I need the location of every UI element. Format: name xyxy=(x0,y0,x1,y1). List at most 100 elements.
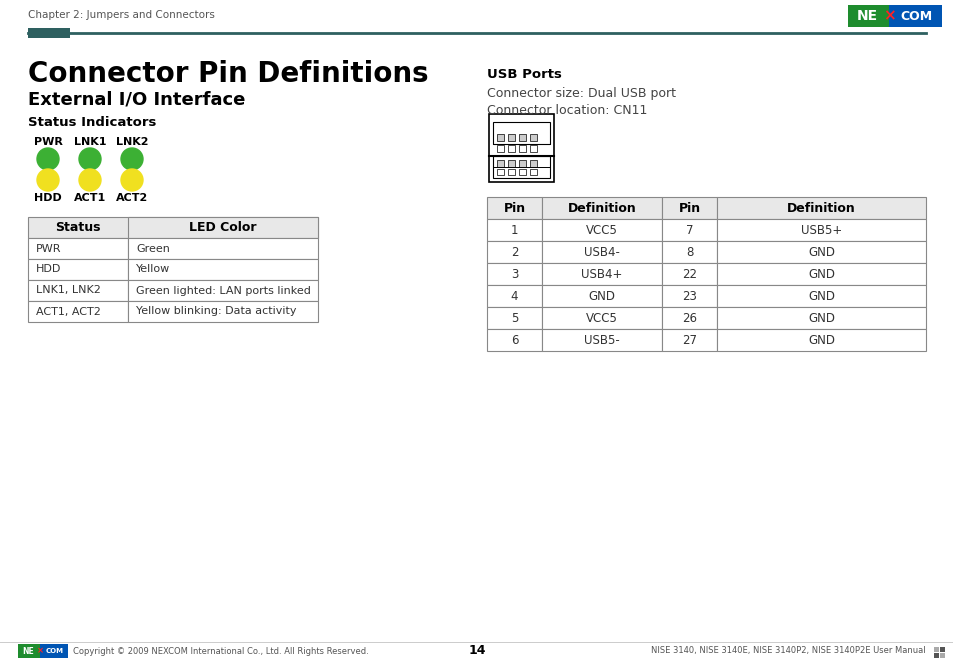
Text: Green lighted: LAN ports linked: Green lighted: LAN ports linked xyxy=(136,286,311,296)
Bar xyxy=(493,122,550,144)
Text: USB5+: USB5+ xyxy=(800,224,841,237)
Bar xyxy=(486,285,541,307)
Bar xyxy=(40,644,68,658)
Text: Chapter 2: Jumpers and Connectors: Chapter 2: Jumpers and Connectors xyxy=(28,10,214,20)
Bar xyxy=(507,145,515,152)
Text: USB5-: USB5- xyxy=(583,333,619,347)
Text: GND: GND xyxy=(807,267,834,280)
Bar xyxy=(717,329,925,351)
Bar xyxy=(128,259,317,280)
Bar xyxy=(497,160,503,167)
Bar xyxy=(530,145,537,152)
Text: USB4+: USB4+ xyxy=(580,267,622,280)
Bar xyxy=(933,647,938,652)
Bar xyxy=(530,160,537,167)
Bar xyxy=(717,285,925,307)
Text: Connector Pin Definitions: Connector Pin Definitions xyxy=(28,60,428,88)
Text: 4: 4 xyxy=(510,290,517,302)
Text: Status: Status xyxy=(55,221,101,234)
Text: GND: GND xyxy=(807,312,834,325)
Bar xyxy=(541,263,661,285)
Text: ACT2: ACT2 xyxy=(115,193,148,203)
Bar xyxy=(717,219,925,241)
Text: 27: 27 xyxy=(681,333,697,347)
Text: 8: 8 xyxy=(685,245,693,259)
Text: 23: 23 xyxy=(681,290,697,302)
Text: HDD: HDD xyxy=(36,265,61,274)
Bar xyxy=(661,197,717,219)
Text: ACT1: ACT1 xyxy=(73,193,106,203)
Text: LED Color: LED Color xyxy=(189,221,256,234)
Bar xyxy=(489,114,554,182)
Bar xyxy=(497,145,503,152)
Bar xyxy=(939,647,944,652)
Circle shape xyxy=(37,148,59,170)
Bar xyxy=(28,259,128,280)
Text: Definition: Definition xyxy=(786,202,855,214)
Text: Status Indicators: Status Indicators xyxy=(28,116,156,128)
Text: External I/O Interface: External I/O Interface xyxy=(28,91,245,109)
Bar xyxy=(507,134,515,141)
Text: PWR: PWR xyxy=(33,137,62,147)
Bar xyxy=(530,169,537,175)
Text: Connector size: Dual USB port: Connector size: Dual USB port xyxy=(486,87,676,101)
Text: COM: COM xyxy=(900,9,932,22)
Bar xyxy=(28,238,128,259)
Text: GND: GND xyxy=(807,245,834,259)
Bar xyxy=(518,134,525,141)
Bar xyxy=(717,197,925,219)
Bar xyxy=(497,134,503,141)
Text: GND: GND xyxy=(588,290,615,302)
Bar xyxy=(486,263,541,285)
Bar xyxy=(18,644,40,658)
Bar xyxy=(530,134,537,141)
Bar xyxy=(518,169,525,175)
Text: 2: 2 xyxy=(510,245,517,259)
Text: NE: NE xyxy=(23,646,34,655)
Text: ACT1, ACT2: ACT1, ACT2 xyxy=(36,306,101,317)
Bar xyxy=(507,169,515,175)
Text: 22: 22 xyxy=(681,267,697,280)
Bar xyxy=(507,160,515,167)
Bar xyxy=(28,280,128,301)
Text: VCC5: VCC5 xyxy=(585,224,618,237)
Bar xyxy=(541,285,661,307)
Bar xyxy=(661,307,717,329)
Bar xyxy=(541,307,661,329)
Text: USB4-: USB4- xyxy=(583,245,619,259)
Bar xyxy=(486,197,541,219)
Text: HDD: HDD xyxy=(34,193,62,203)
Bar xyxy=(661,329,717,351)
Text: Definition: Definition xyxy=(567,202,636,214)
Text: LNK1: LNK1 xyxy=(73,137,106,147)
Bar xyxy=(939,653,944,658)
Bar xyxy=(493,156,550,178)
Text: Connector location: CN11: Connector location: CN11 xyxy=(486,103,647,116)
Text: VCC5: VCC5 xyxy=(585,312,618,325)
Bar xyxy=(128,301,317,322)
Text: Yellow: Yellow xyxy=(136,265,170,274)
Text: 1: 1 xyxy=(510,224,517,237)
Circle shape xyxy=(121,169,143,191)
Text: Green: Green xyxy=(136,243,170,253)
Text: Pin: Pin xyxy=(503,202,525,214)
Bar xyxy=(28,28,70,38)
Text: Copyright © 2009 NEXCOM International Co., Ltd. All Rights Reserved.: Copyright © 2009 NEXCOM International Co… xyxy=(73,646,369,655)
Text: LNK1, LNK2: LNK1, LNK2 xyxy=(36,286,101,296)
Text: Pin: Pin xyxy=(678,202,700,214)
Text: Yellow blinking: Data activity: Yellow blinking: Data activity xyxy=(136,306,296,317)
Bar xyxy=(28,301,128,322)
Bar xyxy=(661,263,717,285)
Bar xyxy=(541,329,661,351)
Text: 3: 3 xyxy=(510,267,517,280)
Bar xyxy=(486,219,541,241)
Bar xyxy=(518,145,525,152)
Text: 14: 14 xyxy=(468,644,485,657)
Text: GND: GND xyxy=(807,290,834,302)
Text: PWR: PWR xyxy=(36,243,61,253)
Bar xyxy=(717,241,925,263)
Text: NISE 3140, NISE 3140E, NISE 3140P2, NISE 3140P2E User Manual: NISE 3140, NISE 3140E, NISE 3140P2, NISE… xyxy=(651,646,925,655)
Text: ×: × xyxy=(882,9,895,24)
Text: 26: 26 xyxy=(681,312,697,325)
Bar xyxy=(933,653,938,658)
